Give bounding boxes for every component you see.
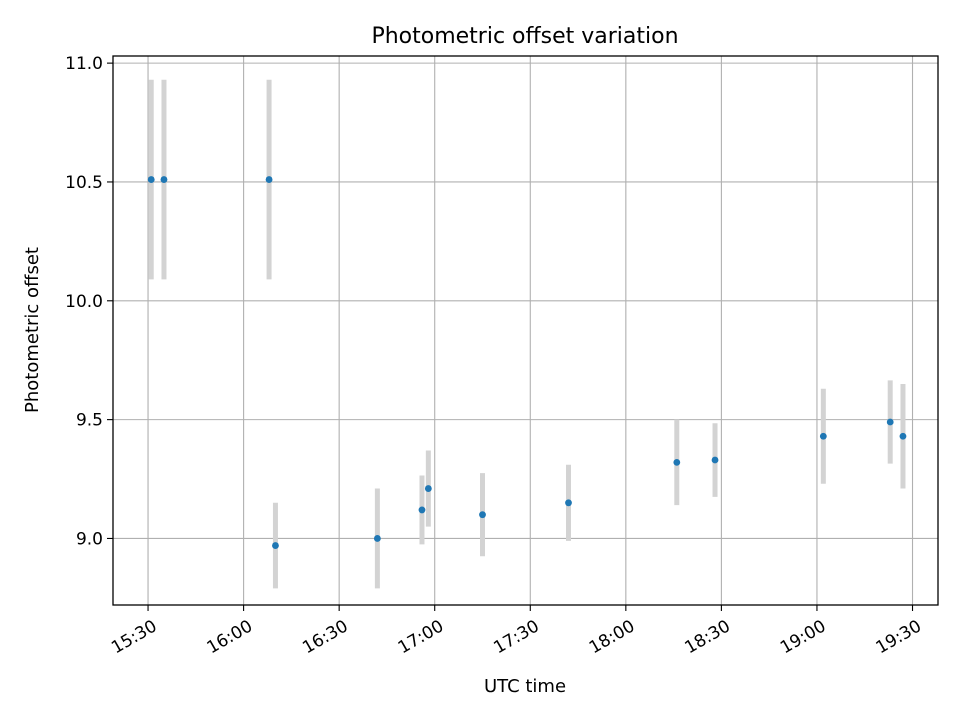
data-point	[886, 418, 894, 426]
x-axis-ticks: 15:30 16:00 16:30 17:00 17:30 18:00 18:30 19:00…	[108, 605, 925, 658]
data-point	[272, 542, 279, 549]
x-axis-label: UTC time	[484, 676, 566, 697]
y-tick-label: 11.0	[65, 54, 103, 74]
x-tick-label: 18:00	[586, 616, 638, 658]
data-point	[819, 432, 827, 440]
data-point	[899, 432, 907, 440]
y-tick-label: 9.5	[76, 411, 103, 431]
x-tick-label: 16:00	[204, 616, 256, 658]
chart-title: Photometric offset variation	[371, 24, 678, 49]
plot-area	[112, 55, 939, 606]
data-point	[147, 176, 155, 183]
y-axis-ticks: 9.0 9.5 10.0 10.5 11.0	[65, 54, 113, 549]
data-point	[711, 456, 719, 464]
data-points	[147, 176, 907, 549]
data-point	[673, 459, 681, 466]
data-point	[373, 535, 381, 542]
y-axis-label: Photometric offset	[22, 247, 43, 413]
y-tick-label: 10.0	[65, 292, 103, 312]
data-point	[265, 176, 273, 183]
x-tick-label: 17:00	[395, 616, 447, 658]
x-tick-label: 19:30	[873, 616, 925, 658]
data-point	[160, 176, 168, 183]
data-point	[424, 485, 432, 492]
x-tick-label: 15:30	[108, 616, 160, 658]
error-bars	[148, 79, 906, 589]
data-point	[418, 506, 426, 514]
x-tick-label: 17:30	[490, 616, 542, 658]
data-point	[565, 499, 572, 507]
y-tick-label: 9.0	[76, 529, 103, 549]
data-point	[479, 511, 486, 519]
x-tick-label: 16:30	[299, 616, 351, 658]
y-tick-label: 10.5	[65, 173, 103, 193]
x-tick-label: 18:30	[681, 616, 733, 658]
x-tick-label: 19:00	[777, 616, 829, 658]
grid	[113, 56, 938, 605]
